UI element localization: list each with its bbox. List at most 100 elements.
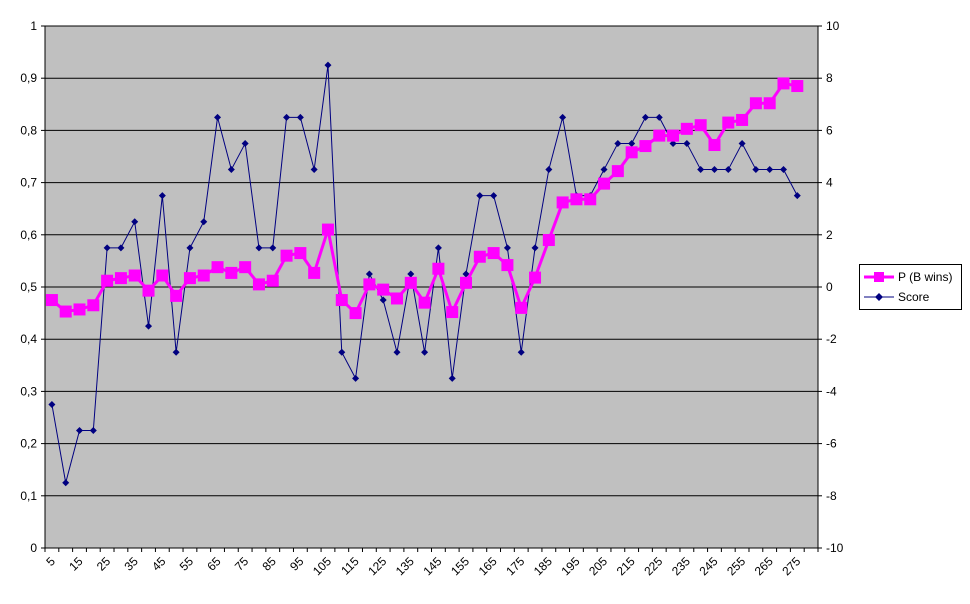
p-marker <box>777 77 790 90</box>
score-marker <box>62 479 70 487</box>
y-tick-label: 0,1 <box>20 489 37 503</box>
score-marker <box>779 166 787 174</box>
y-tick-label: 0,6 <box>20 228 37 242</box>
score-marker <box>710 166 718 174</box>
p-marker <box>363 278 376 291</box>
p-marker <box>225 266 238 279</box>
score-marker <box>738 139 746 147</box>
p-marker <box>280 249 293 262</box>
x-tick-label: 255 <box>724 554 748 578</box>
p-marker <box>128 269 141 282</box>
score-marker <box>655 113 663 121</box>
x-tick-label: 85 <box>260 554 280 574</box>
p-marker <box>653 129 666 142</box>
x-tick-label: 65 <box>204 554 224 574</box>
y2-tick-label: 10 <box>826 19 840 33</box>
x-tick-label: 15 <box>66 554 86 574</box>
x-tick-label: 95 <box>287 554 307 574</box>
x-tick-label: 115 <box>338 554 362 578</box>
score-marker <box>669 139 677 147</box>
score-marker <box>158 192 166 200</box>
score-marker <box>103 244 111 252</box>
p-marker <box>101 274 114 287</box>
score-marker <box>724 166 732 174</box>
p-marker <box>791 80 804 93</box>
score-marker <box>766 166 774 174</box>
score-marker <box>531 244 539 252</box>
p-marker <box>266 274 279 287</box>
p-marker <box>156 269 169 282</box>
p-marker <box>87 299 100 312</box>
score-marker <box>614 139 622 147</box>
p-marker <box>722 116 735 129</box>
score-marker <box>503 244 511 252</box>
p-marker <box>736 113 749 126</box>
x-tick-label: 25 <box>94 554 114 574</box>
y-tick-label: 0,9 <box>20 71 37 85</box>
legend-label: P (B wins) <box>898 270 953 284</box>
score-marker <box>172 348 180 356</box>
x-tick-label: 5 <box>43 554 58 569</box>
p-marker <box>460 276 473 289</box>
score-marker <box>227 166 235 174</box>
score-marker <box>628 139 636 147</box>
x-tick-label: 35 <box>121 554 141 574</box>
y-tick-label: 1 <box>30 19 37 33</box>
p-marker <box>556 196 569 209</box>
x-tick-label: 145 <box>420 554 444 578</box>
p-marker <box>73 303 86 316</box>
legend-item-score: Score <box>864 288 929 306</box>
y-tick-label: 0,7 <box>20 176 37 190</box>
x-tick-label: 205 <box>586 554 610 578</box>
score-marker <box>490 192 498 200</box>
score-marker <box>352 374 360 382</box>
score-marker <box>241 139 249 147</box>
x-tick-label: 135 <box>393 554 417 578</box>
p-marker <box>59 305 72 318</box>
p-marker <box>501 259 514 272</box>
x-tick-label: 175 <box>503 554 527 578</box>
x-tick-label: 245 <box>697 554 721 578</box>
p-marker <box>390 292 403 305</box>
y2-tick-label: -4 <box>826 384 837 398</box>
p-marker <box>349 307 362 320</box>
y-tick-label: 0,4 <box>20 332 37 346</box>
p-marker <box>667 129 680 142</box>
navy-diamond-line-icon <box>864 293 894 301</box>
score-marker <box>89 427 97 435</box>
p-b-wins-series <box>45 77 804 320</box>
y2-tick-label: -2 <box>826 332 837 346</box>
p-marker <box>252 278 265 291</box>
score-marker <box>393 348 401 356</box>
score-marker <box>448 374 456 382</box>
p-marker <box>377 283 390 296</box>
score-marker <box>421 348 429 356</box>
x-tick-label: 215 <box>614 554 638 578</box>
p-marker <box>170 289 183 302</box>
x-tick-label: 265 <box>752 554 776 578</box>
score-marker <box>255 244 263 252</box>
score-marker <box>131 218 139 226</box>
score-marker <box>200 218 208 226</box>
x-tick-label: 235 <box>669 554 693 578</box>
y2-tick-label: 6 <box>826 123 833 137</box>
x-tick-label: 105 <box>310 554 334 578</box>
score-marker <box>600 166 608 174</box>
y2-tick-label: 2 <box>826 228 833 242</box>
p-marker <box>487 247 500 260</box>
y2-tick-label: 8 <box>826 71 833 85</box>
x-tick-label: 155 <box>448 554 472 578</box>
p-marker <box>542 234 555 247</box>
score-marker <box>752 166 760 174</box>
y-tick-label: 0,2 <box>20 437 37 451</box>
p-marker <box>611 165 624 178</box>
p-marker <box>335 294 348 307</box>
x-tick-label: 125 <box>365 554 389 578</box>
score-marker <box>517 348 525 356</box>
score-marker <box>145 322 153 330</box>
y2-tick-label: -6 <box>826 437 837 451</box>
x-tick-label: 195 <box>558 554 582 578</box>
score-marker <box>310 166 318 174</box>
p-marker <box>418 296 431 309</box>
legend-label: Score <box>898 290 930 304</box>
